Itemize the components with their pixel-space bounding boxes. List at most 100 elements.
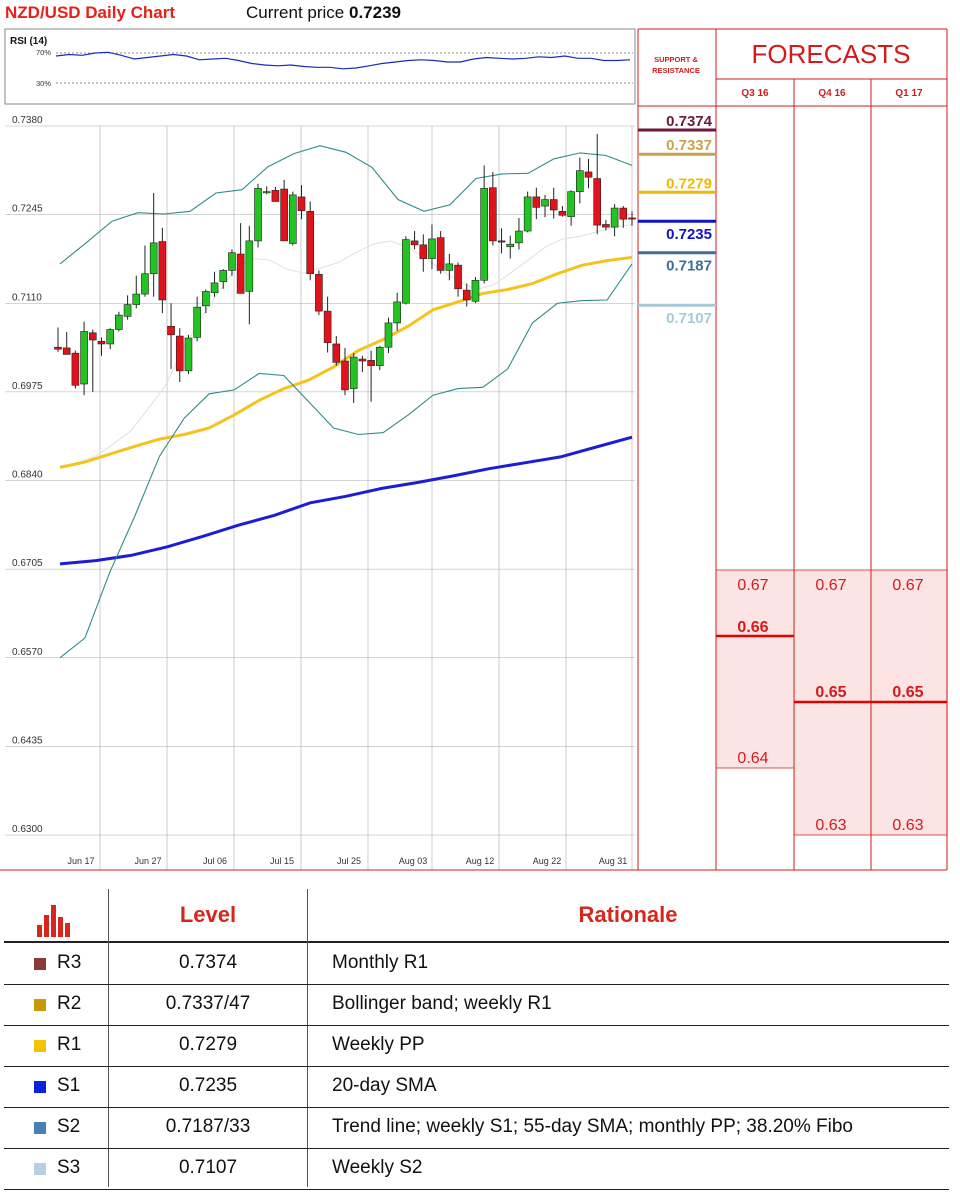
candle-body bbox=[210, 282, 219, 294]
candle-body bbox=[297, 196, 306, 211]
candle-body bbox=[141, 273, 149, 295]
candle-body bbox=[158, 241, 167, 301]
y-tick-label: 0.6840 bbox=[12, 470, 43, 481]
level-value: 0.7235 bbox=[178, 1075, 238, 1096]
level-color-swatch bbox=[34, 999, 46, 1011]
candle-body bbox=[254, 188, 262, 242]
candle-body bbox=[115, 314, 123, 330]
level-color-swatch bbox=[34, 1163, 46, 1175]
candle-body bbox=[184, 337, 193, 372]
forecast-panel: SUPPORT & RESISTANCE FORECASTS Q3 16 Q4 1… bbox=[0, 28, 948, 871]
candle-body bbox=[228, 252, 236, 271]
level-column-header: Level bbox=[179, 901, 237, 927]
candle-body bbox=[576, 170, 584, 192]
current-price-value: 0.7239 bbox=[349, 3, 401, 22]
level-color-swatch bbox=[34, 1040, 46, 1052]
x-tick-label: Jun 27 bbox=[134, 856, 161, 866]
level-color-swatch bbox=[34, 1081, 46, 1093]
level-value: 0.7337/47 bbox=[165, 993, 251, 1014]
candle-body bbox=[549, 199, 558, 211]
level-label: R3 bbox=[57, 952, 82, 973]
level-color-swatch bbox=[34, 1122, 46, 1134]
x-tick-label: Jul 06 bbox=[203, 856, 227, 866]
level-rationale: Weekly PP bbox=[332, 1034, 425, 1055]
candle-body bbox=[245, 240, 254, 292]
candle-body bbox=[280, 188, 288, 242]
forecast-q3-mid: 0.66 bbox=[737, 619, 768, 636]
candle-body bbox=[610, 207, 619, 228]
candle-body bbox=[88, 332, 97, 341]
level-value: 0.7374 bbox=[178, 952, 238, 973]
bar-chart-icon bbox=[30, 895, 80, 940]
candle-body bbox=[80, 331, 88, 385]
table-row: R2 0.7337/47 Bollinger band; weekly R1 bbox=[4, 984, 949, 1026]
sr-level-value: 0.7279 bbox=[666, 175, 712, 192]
candle-body bbox=[262, 191, 271, 194]
bollinger-upper-line bbox=[59, 145, 633, 265]
candle-body bbox=[123, 304, 132, 317]
x-tick-label: Aug 12 bbox=[466, 856, 495, 866]
level-rationale: Trend line; weekly S1; 55-day SMA; month… bbox=[332, 1116, 853, 1137]
candle-body bbox=[193, 306, 201, 338]
x-tick-label: Jul 15 bbox=[270, 856, 294, 866]
level-rationale: Bollinger band; weekly R1 bbox=[332, 993, 552, 1014]
x-tick-label: Aug 31 bbox=[599, 856, 628, 866]
y-tick-label: 0.6570 bbox=[12, 647, 43, 658]
candle-body bbox=[523, 196, 532, 232]
table-col-divider-1 bbox=[108, 889, 109, 1187]
forecast-q3-lower: 0.64 bbox=[737, 750, 768, 767]
level-label: R2 bbox=[57, 993, 82, 1014]
y-tick-label: 0.7110 bbox=[12, 292, 42, 303]
candle-body bbox=[306, 211, 315, 275]
candle-body bbox=[445, 263, 454, 271]
candle-body bbox=[367, 360, 375, 366]
level-rationale: Monthly R1 bbox=[332, 952, 429, 973]
current-price-readout: Current price 0.7239 bbox=[246, 3, 401, 23]
current-price-label: Current price bbox=[246, 3, 345, 22]
candle-body bbox=[532, 196, 541, 208]
candle-body bbox=[54, 346, 62, 350]
forecast-q4-lower: 0.63 bbox=[815, 817, 846, 834]
candle-body bbox=[462, 289, 471, 301]
candle-body bbox=[175, 335, 184, 372]
candle-body bbox=[506, 243, 515, 248]
y-tick-label: 0.6705 bbox=[12, 558, 43, 569]
candle-body bbox=[567, 191, 575, 217]
forecast-col-q4-16: Q4 16 bbox=[818, 88, 846, 99]
bollinger-lower-line bbox=[59, 263, 633, 659]
candle-body bbox=[410, 240, 419, 246]
table-row: S2 0.7187/33 Trend line; weekly S1; 55-day… bbox=[4, 1107, 949, 1149]
sma-55-line bbox=[59, 255, 633, 469]
forecast-col-q3-16: Q3 16 bbox=[741, 88, 769, 99]
candle-body bbox=[349, 356, 358, 389]
y-tick-label: 0.6300 bbox=[12, 824, 43, 835]
candle-body bbox=[593, 178, 602, 226]
candle-body bbox=[471, 279, 480, 302]
table-header-divider bbox=[4, 941, 949, 943]
x-tick-label: Aug 22 bbox=[533, 856, 562, 866]
candle-body bbox=[558, 211, 567, 216]
forecast-q1-mid: 0.65 bbox=[892, 684, 923, 701]
candle-body bbox=[584, 171, 593, 178]
level-color-swatch bbox=[34, 958, 46, 970]
level-label: S3 bbox=[57, 1157, 81, 1178]
candle-body bbox=[384, 322, 393, 348]
sr-level-value: 0.7374 bbox=[666, 113, 713, 130]
table-row: R3 0.7374 Monthly R1 bbox=[4, 943, 949, 985]
x-tick-label: Jun 17 bbox=[67, 856, 94, 866]
candle-body bbox=[97, 341, 106, 345]
candle-body bbox=[289, 194, 297, 244]
rationale-column-header: Rationale bbox=[578, 901, 678, 927]
candle-body bbox=[419, 244, 428, 259]
candle-body bbox=[271, 190, 280, 202]
sr-level-value: 0.7337 bbox=[666, 137, 712, 154]
candle-body bbox=[323, 310, 332, 343]
forecast-col-q1-17: Q1 17 bbox=[895, 88, 923, 99]
rsi-level-70: 70% bbox=[36, 48, 51, 57]
candle-body bbox=[375, 346, 384, 366]
level-value: 0.7107 bbox=[178, 1157, 238, 1178]
candle-body bbox=[480, 188, 488, 281]
candle-body bbox=[358, 358, 367, 362]
sr-level-value: 0.7235 bbox=[666, 226, 712, 243]
x-tick-label: Jul 25 bbox=[337, 856, 361, 866]
